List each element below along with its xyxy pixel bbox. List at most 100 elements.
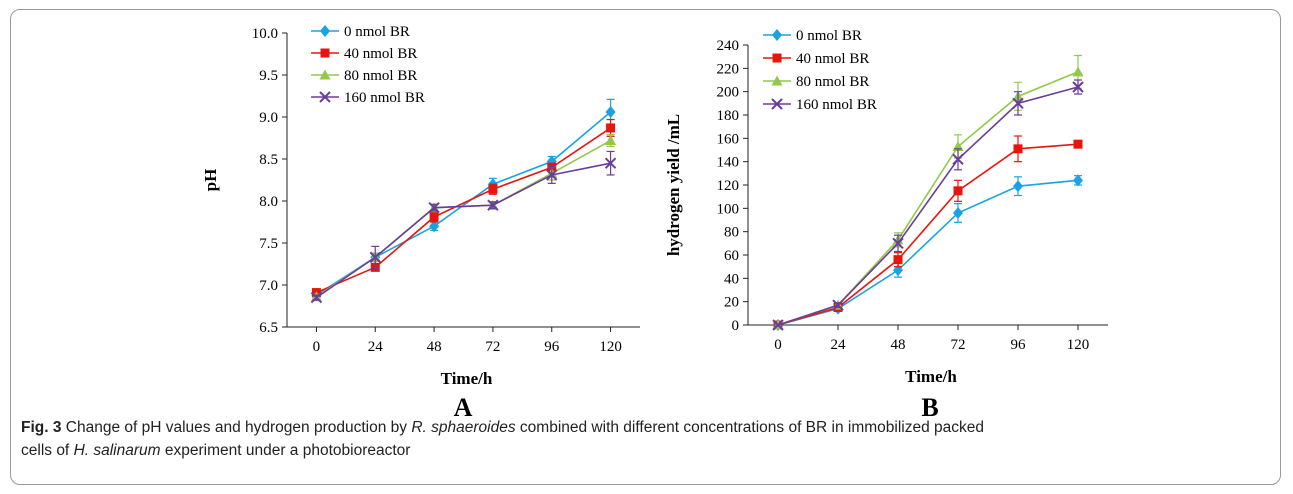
- panel-b-x-tick-label: 120: [1067, 337, 1090, 353]
- panel-a-y-tick-label: 9.5: [259, 68, 278, 84]
- panel-b-x-tick-label: 72: [951, 337, 966, 353]
- panel-a-data-point-stroke-2: [487, 199, 499, 211]
- panel-b-data-point-stroke-2: [832, 299, 844, 311]
- panel-a-x-tick-label: 48: [427, 339, 442, 355]
- panel-b-series-3: [772, 79, 1084, 331]
- panel-a-data-point-stroke-2: [546, 169, 558, 181]
- panel-b-series-1: [773, 135, 1083, 330]
- panel-a-legend-marker: [320, 48, 330, 58]
- panel-b-data-point: [1013, 144, 1023, 154]
- panel-b-series-line: [777, 179, 1079, 326]
- panel-b-x-tick-label: 0: [774, 337, 782, 353]
- panel-a-legend-item: 0 nmol BR: [311, 24, 410, 40]
- panel-a-x-tick-label: 120: [599, 339, 622, 355]
- panel-a-legend-marker: [319, 69, 331, 80]
- panel-b-data-point: [1072, 66, 1084, 77]
- panel-b-legend-label: 80 nmol BR: [796, 74, 869, 90]
- panel-b-y-tick-label: 160: [717, 131, 740, 147]
- panel-b-data-point: [952, 153, 964, 166]
- panel-a-data-point: [605, 135, 617, 146]
- panel-a-x-tick-label: 72: [485, 339, 500, 355]
- panel-a-series-3: [310, 150, 617, 304]
- panel-b-y-tick-label: 140: [717, 155, 740, 171]
- panel-b-data-point: [893, 255, 903, 265]
- panel-a-data-point: [369, 251, 381, 263]
- panel-b-x-tick-label: 24: [831, 337, 847, 353]
- panel-a-legend-marker: [320, 25, 330, 37]
- panel-a-y-tick-label: 10.0: [252, 26, 278, 42]
- panel-b-data-point: [772, 319, 784, 331]
- panel-a-y-axis-label: pH: [201, 169, 220, 192]
- panel-b-data-point: [1013, 180, 1023, 193]
- panel-a-series-line: [315, 162, 611, 299]
- panel-a-data-point: [487, 199, 499, 211]
- panel-a-series-0: [311, 98, 616, 302]
- caption-fig-label: Fig. 3: [21, 419, 62, 436]
- panel-a-x-tick-label: 0: [313, 339, 321, 355]
- panel-a-y-tick-label: 8.0: [259, 194, 278, 210]
- panel-a-data-point-stroke-2: [310, 291, 323, 304]
- panel-b-legend-label: 0 nmol BR: [796, 28, 862, 44]
- panel-b-legend-marker: [771, 75, 783, 86]
- panel-a-legend-item: 40 nmol BR: [311, 46, 417, 62]
- caption-text-1c: combined with different concentrations o…: [515, 419, 985, 436]
- panel-b-y-tick-label: 120: [717, 178, 740, 194]
- panel-a-x-tick-label: 24: [368, 339, 384, 355]
- panel-b-x-axis-label: Time/h: [905, 367, 957, 386]
- chart-panel-a: 6.5 7.0 7.5 8.0 8.5 9.0 9.5 10.0 0 24 48 72 96 120 Tim…: [201, 24, 640, 422]
- panel-b-data-point: [832, 299, 844, 311]
- panel-a-legend-marker-stroke-2: [319, 91, 331, 103]
- panel-a-legend-item: 160 nmol BR: [311, 90, 425, 106]
- caption-text-1a: Change of pH values and hydrogen product…: [61, 419, 412, 436]
- panel-b-data-point: [1012, 97, 1024, 110]
- panel-b-y-tick-label: 20: [724, 295, 739, 311]
- panel-a-y-tick-label: 6.5: [259, 320, 278, 336]
- figure-frame: 6.5 7.0 7.5 8.0 8.5 9.0 9.5 10.0 0 24 48 72 96 120 Tim…: [10, 9, 1281, 485]
- panel-a-legend-label: 80 nmol BR: [344, 68, 417, 84]
- panel-a-data-point: [604, 157, 617, 169]
- panel-b-legend-item: 160 nmol BR: [763, 97, 877, 113]
- panel-a-letter: A: [454, 393, 473, 422]
- panel-b-data-point: [953, 207, 963, 219]
- figure-caption: Fig. 3 Change of pH values and hydrogen …: [21, 416, 1266, 462]
- panel-a-y-tick-label: 7.5: [259, 236, 278, 252]
- panel-a-data-point-stroke-2: [428, 202, 440, 214]
- panel-a-data-point: [606, 123, 616, 133]
- panel-b-legend-item: 80 nmol BR: [763, 74, 869, 90]
- panel-a-y-tick-label: 9.0: [259, 110, 278, 126]
- panel-b-letter: B: [921, 393, 938, 422]
- panel-b-legend-item: 40 nmol BR: [763, 51, 869, 67]
- panel-b-y-tick-label: 40: [724, 271, 739, 287]
- panel-a-series-2: [310, 134, 617, 302]
- caption-species-1: R. sphaeroides: [411, 419, 516, 436]
- panel-a-legend-label: 0 nmol BR: [344, 24, 410, 40]
- panel-a-data-point: [605, 105, 616, 118]
- caption-text-2c: experiment under a photobioreactor: [160, 442, 411, 459]
- panel-b-data-point-stroke-2: [1072, 81, 1084, 93]
- panel-a-data-point: [429, 220, 440, 233]
- panel-a-data-point: [546, 169, 558, 181]
- panel-a-data-point: [488, 184, 498, 194]
- panel-b-y-tick-label: 100: [717, 201, 740, 217]
- panel-b-data-point: [953, 186, 963, 196]
- panel-b-data-point-stroke-2: [1012, 97, 1024, 110]
- panel-b-legend-label: 40 nmol BR: [796, 51, 869, 67]
- panel-a-y-tick-label: 8.5: [259, 152, 278, 168]
- panel-b-legend-label: 160 nmol BR: [796, 97, 877, 113]
- panel-b-data-point-stroke-2: [952, 153, 964, 166]
- panel-b-data-point: [1073, 174, 1083, 187]
- figure-charts: 6.5 7.0 7.5 8.0 8.5 9.0 9.5 10.0 0 24 48 72 96 120 Tim…: [201, 24, 1108, 422]
- panel-b-y-tick-label: 180: [717, 108, 740, 124]
- panel-a-legend-marker: [319, 91, 331, 103]
- panel-b-series-line: [777, 86, 1079, 326]
- panel-a-data-point: [429, 212, 439, 222]
- caption-species-2: H. salinarum: [73, 442, 161, 459]
- panel-b-legend-marker: [772, 29, 782, 41]
- panel-b-data-point: [1073, 139, 1083, 149]
- panel-b-x-tick-label: 48: [891, 337, 906, 353]
- panel-b-y-tick-label: 240: [717, 38, 740, 54]
- panel-b-legend-marker-stroke-2: [771, 98, 783, 110]
- panel-b-legend-marker: [772, 53, 782, 63]
- panel-a-data-point: [428, 202, 440, 214]
- panel-a-y-tick-label: 7.0: [259, 278, 278, 294]
